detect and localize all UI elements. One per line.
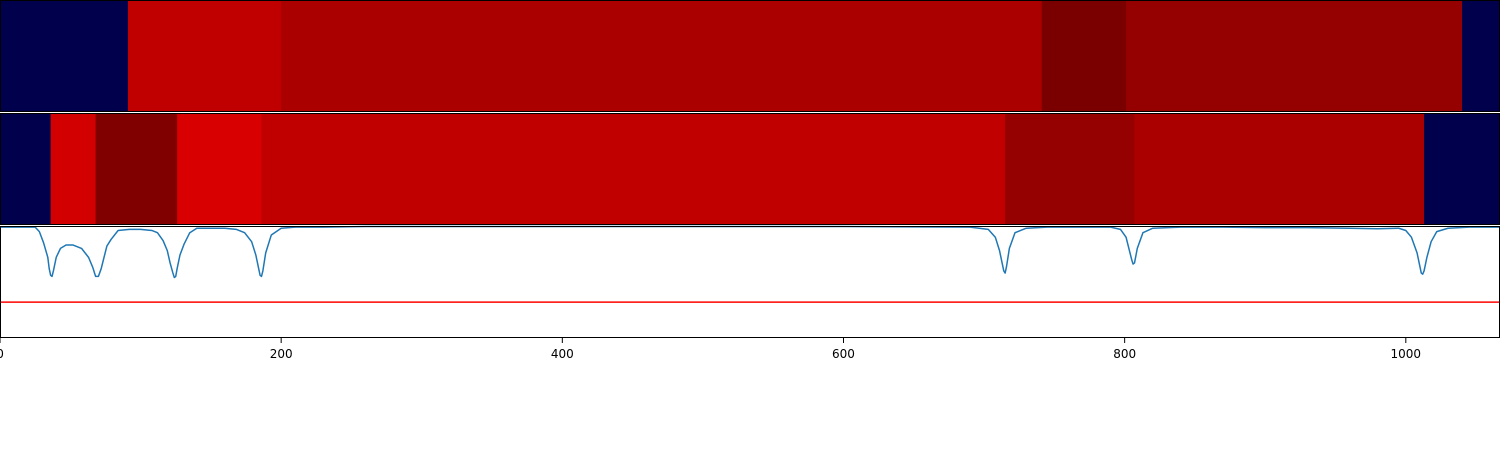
heatmap-segment-2 (50, 113, 97, 225)
x-tick-label: 1000 (1391, 347, 1422, 361)
heatmap-segment-1 (0, 0, 129, 112)
heatmap-segment-7 (1134, 113, 1425, 225)
x-axis: 0 200 400 600 800 1000 (0, 338, 1421, 361)
heatmap-segment-6 (1005, 113, 1135, 225)
heatmap-segment-3 (95, 113, 178, 225)
heatmap-segment-4 (177, 113, 262, 225)
heatmap-segment-4 (1041, 0, 1127, 112)
heatmap-segment-2 (127, 0, 282, 112)
heatmap-segment-1 (0, 113, 52, 225)
heatmap-segment-5 (261, 113, 1006, 225)
x-tick-label: 400 (551, 347, 574, 361)
middle-heatmap-strip (0, 113, 1500, 225)
plot-area (0, 226, 1500, 338)
signal-line-panel (0, 225, 1500, 338)
heatmap-segment-3 (281, 0, 1043, 112)
signal-line (0, 225, 1500, 279)
x-tick-label: 800 (1113, 347, 1136, 361)
heatmap-segment-8 (1424, 113, 1500, 225)
x-tick-label: 600 (832, 347, 855, 361)
heatmap-segment-5 (1126, 0, 1463, 112)
top-heatmap-strip (0, 0, 1500, 112)
x-tick-label: 0 (0, 347, 4, 361)
heatmap-segment-6 (1462, 0, 1500, 112)
x-tick-label: 200 (270, 347, 293, 361)
